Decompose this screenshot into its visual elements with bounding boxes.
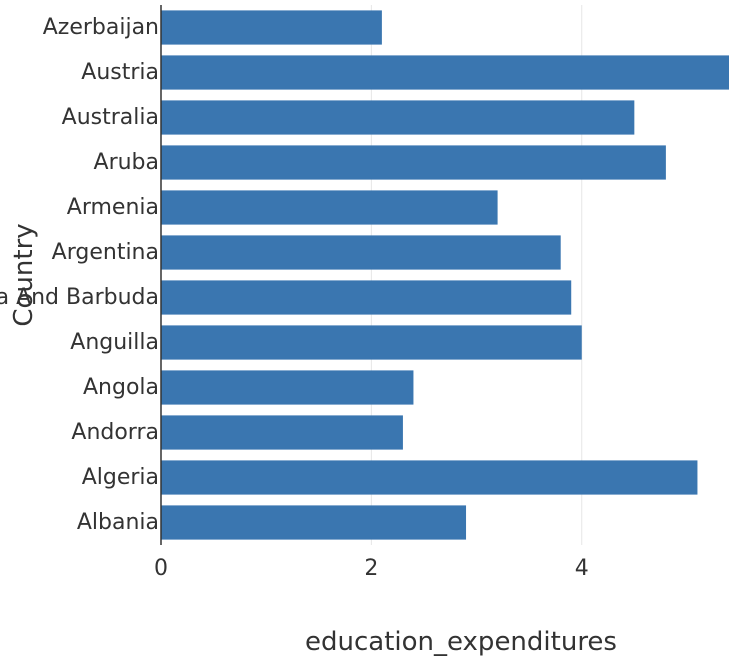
category-label: Australia xyxy=(62,105,159,130)
category-label: Armenia xyxy=(67,195,159,220)
bar xyxy=(161,370,414,405)
bar xyxy=(161,325,582,360)
category-labels: Azerbaijan Austria Australia Aruba Armenia Ar… xyxy=(0,15,159,535)
bar xyxy=(161,190,498,225)
bar xyxy=(161,235,561,270)
x-axis-title: education_expenditures xyxy=(305,627,617,657)
x-tick-label: 0 xyxy=(154,556,168,581)
category-label: Argentina xyxy=(52,240,159,265)
bar xyxy=(161,280,572,315)
category-label: Andorra xyxy=(71,420,159,445)
bar xyxy=(161,505,467,540)
category-label: Albania xyxy=(77,510,159,535)
category-label: Angola xyxy=(83,375,159,400)
category-label: Algeria xyxy=(82,465,159,490)
bar xyxy=(161,55,729,90)
x-tick-labels: 0 2 4 xyxy=(154,556,589,581)
bars xyxy=(161,10,729,540)
category-label: Austria xyxy=(81,60,159,85)
bar xyxy=(161,145,666,180)
x-tick-label: 2 xyxy=(364,556,378,581)
bar xyxy=(161,100,635,135)
category-label: Anguilla xyxy=(70,330,159,355)
bar xyxy=(161,415,403,450)
y-axis-title: Country xyxy=(9,223,39,326)
gridlines xyxy=(370,5,583,545)
category-label: Antigua And Barbuda xyxy=(0,285,159,310)
category-label: Azerbaijan xyxy=(43,15,159,40)
x-tick-label: 4 xyxy=(575,556,589,581)
bar xyxy=(161,10,382,45)
bar xyxy=(161,460,698,495)
category-label: Aruba xyxy=(94,150,159,175)
